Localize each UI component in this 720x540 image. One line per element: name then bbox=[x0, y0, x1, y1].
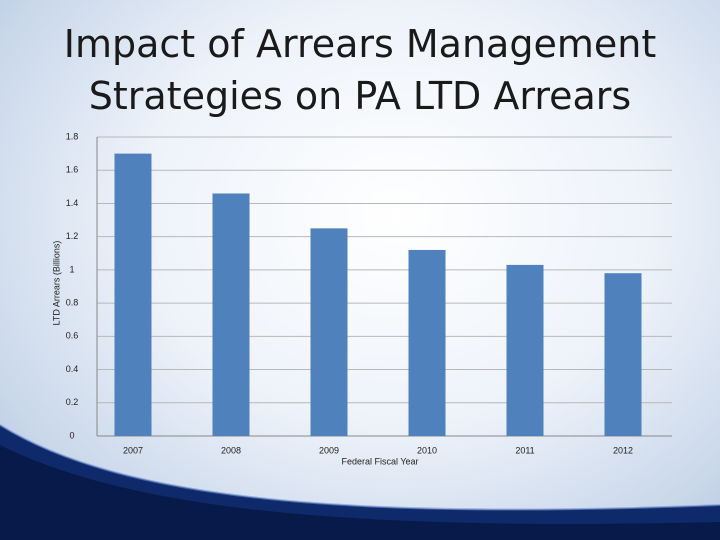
x-tick-label: 2009 bbox=[319, 445, 339, 455]
y-tick-label: 1 bbox=[69, 264, 74, 274]
x-tick-label: 2007 bbox=[123, 445, 143, 455]
x-axis-title: Federal Fiscal Year bbox=[341, 456, 418, 466]
x-tick-label: 2010 bbox=[417, 445, 437, 455]
y-axis-title: LTD Arrears (Billions) bbox=[51, 241, 61, 326]
chart-title: Impact of Arrears Management Strategies … bbox=[63, 22, 657, 118]
bar bbox=[506, 264, 544, 436]
bar bbox=[408, 249, 446, 436]
bar bbox=[604, 273, 642, 436]
y-tick-label: 1.6 bbox=[66, 165, 79, 175]
y-tick-label: 0.8 bbox=[66, 297, 79, 307]
y-tick-label: 0.6 bbox=[66, 331, 79, 341]
bar bbox=[114, 153, 152, 436]
swoosh-edge bbox=[0, 424, 720, 511]
x-tick-label: 2011 bbox=[515, 445, 534, 455]
y-tick-label: 1.8 bbox=[66, 131, 79, 141]
y-tick-label: 0 bbox=[69, 430, 74, 440]
x-tick-label: 2012 bbox=[613, 445, 633, 455]
bar bbox=[212, 193, 250, 436]
swoosh-dark bbox=[0, 445, 720, 540]
bar bbox=[310, 228, 348, 436]
y-tick-label: 0.2 bbox=[66, 397, 79, 407]
y-tick-label: 1.2 bbox=[66, 231, 79, 241]
y-tick-label: 0.4 bbox=[66, 364, 79, 374]
x-tick-label: 2008 bbox=[221, 445, 241, 455]
y-tick-label: 1.4 bbox=[66, 198, 79, 208]
